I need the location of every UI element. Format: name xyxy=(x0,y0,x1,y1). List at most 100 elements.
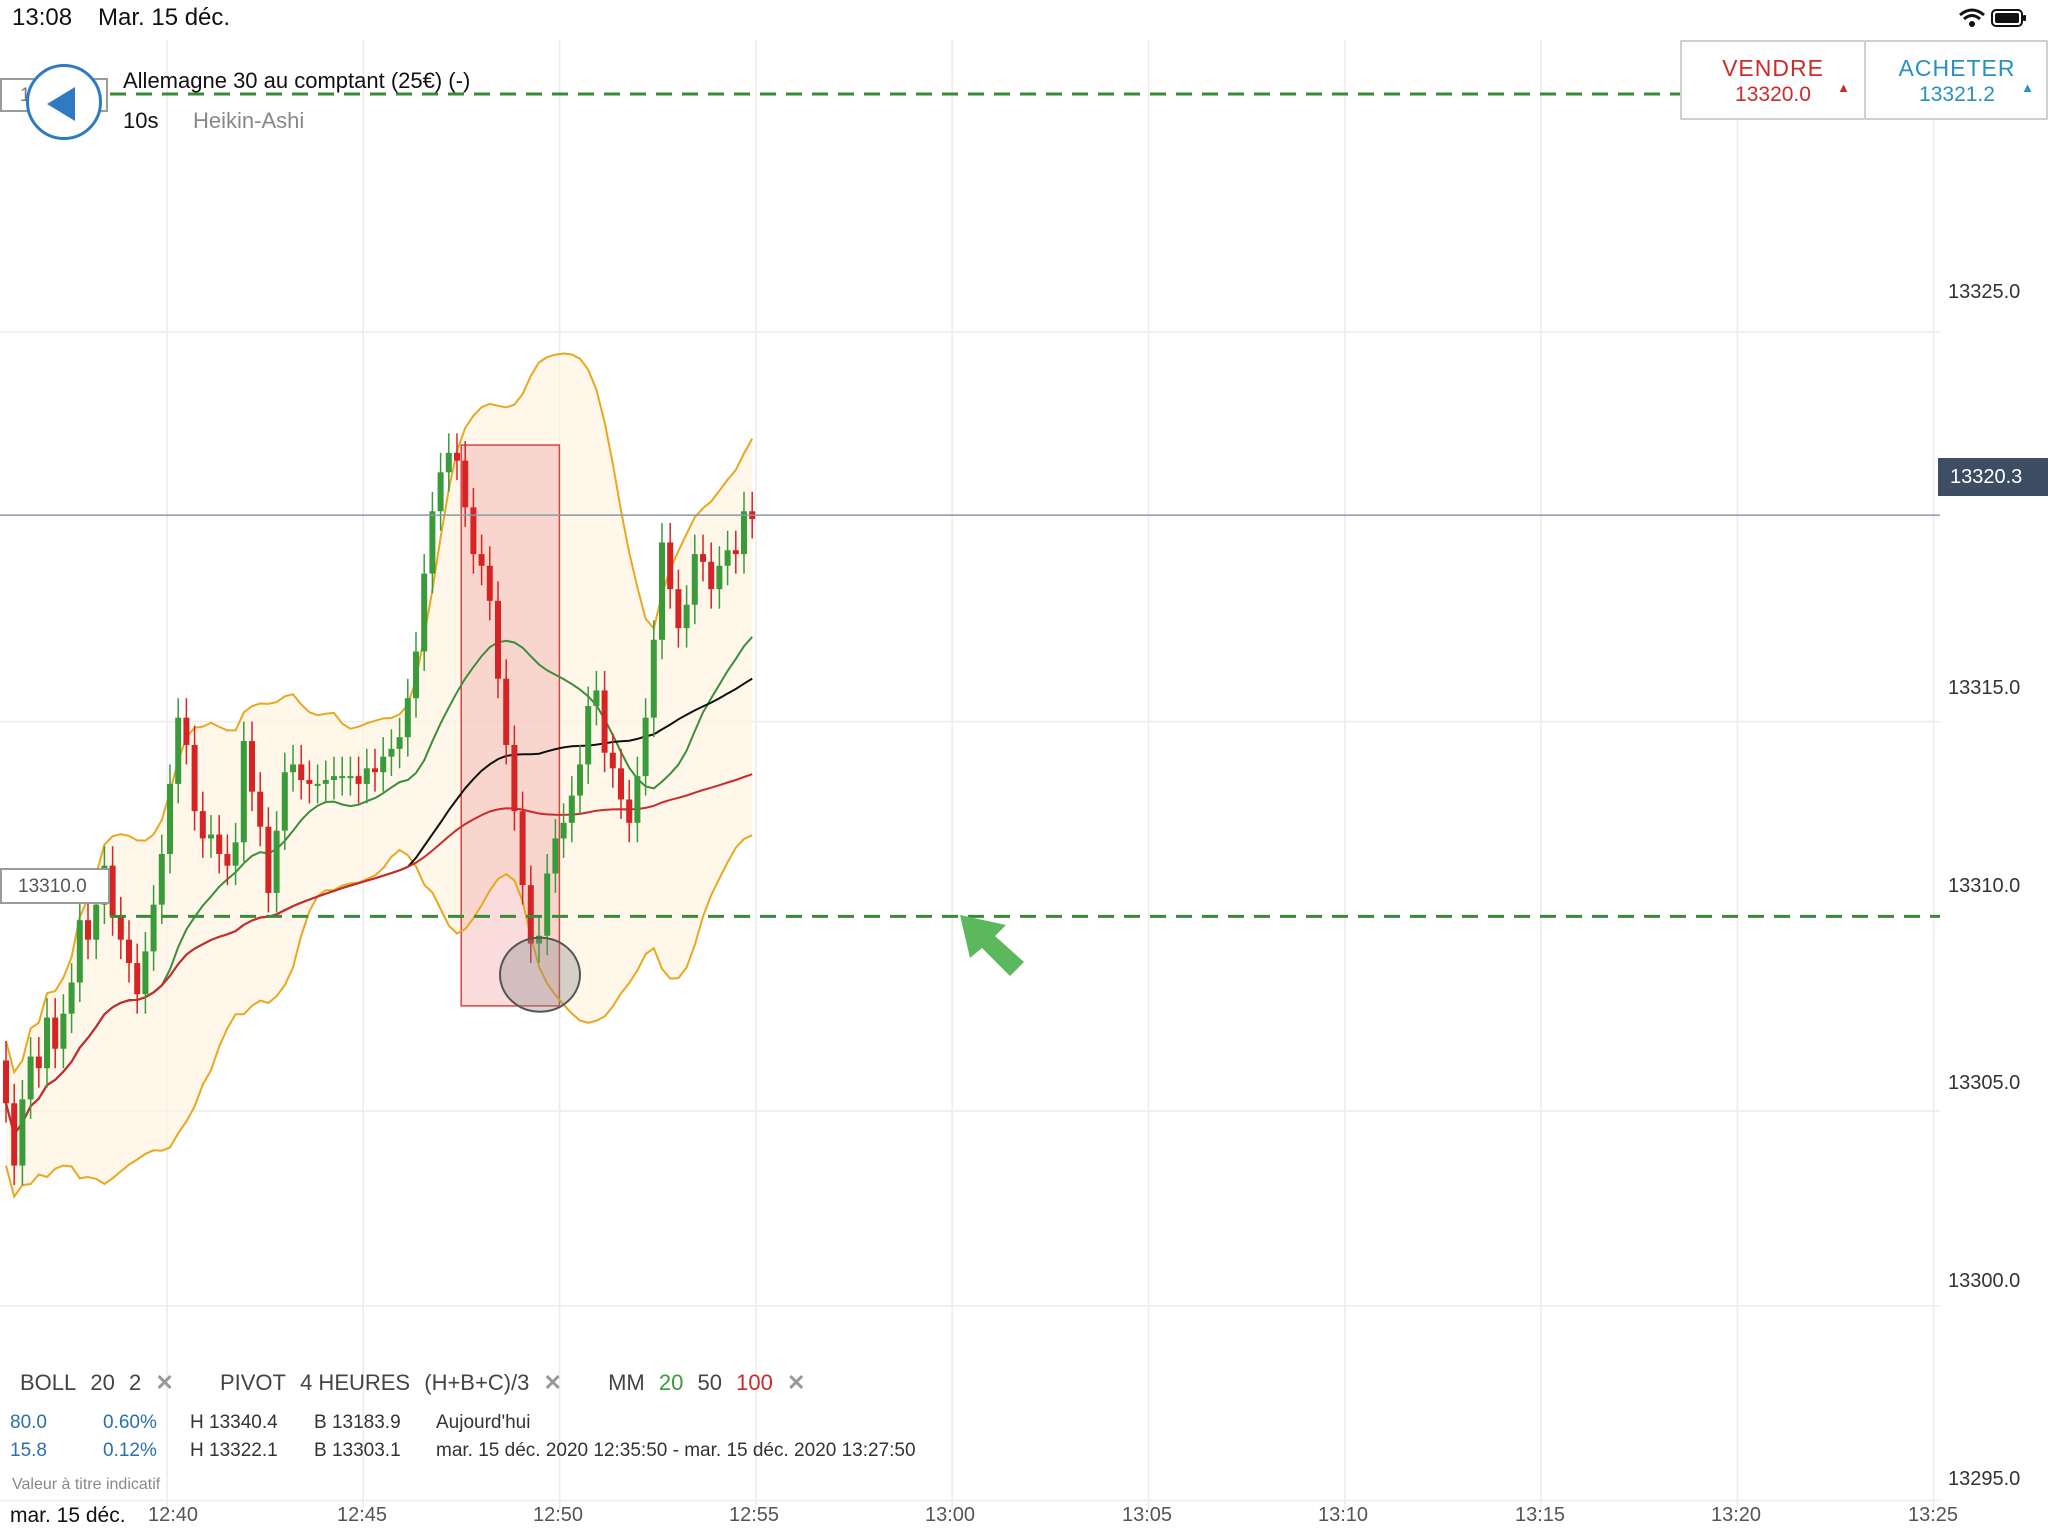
boll-deviation: 2 xyxy=(129,1370,142,1395)
candle-body xyxy=(741,511,747,555)
candle xyxy=(76,900,83,1002)
candle xyxy=(52,998,59,1069)
candle xyxy=(109,846,116,936)
candle-body xyxy=(519,811,526,886)
candle xyxy=(568,776,575,843)
candle-body xyxy=(167,783,173,854)
back-button[interactable] xyxy=(26,64,102,140)
candle-body xyxy=(724,550,731,566)
time-tick-label: 13:05 xyxy=(1122,1504,1173,1526)
ma-label[interactable]: MM xyxy=(608,1370,645,1395)
candle-body xyxy=(27,1056,34,1100)
level-price-tag[interactable]: 13310.0 xyxy=(0,868,110,904)
candle xyxy=(363,748,370,804)
time-tick-label: 12:50 xyxy=(533,1504,584,1526)
candle xyxy=(60,994,67,1069)
candle xyxy=(445,433,452,492)
candle xyxy=(601,670,608,773)
info-change: 80.0 xyxy=(10,1412,47,1433)
bollinger-band-fill xyxy=(6,353,753,1197)
status-date: Mar. 15 déc. xyxy=(98,4,231,31)
candle xyxy=(560,803,567,858)
candle-body xyxy=(257,791,264,827)
candle-body xyxy=(708,561,715,590)
candle xyxy=(593,670,600,726)
remove-ma-icon[interactable]: ✕ xyxy=(786,1370,806,1395)
remove-boll-icon[interactable]: ✕ xyxy=(155,1370,174,1395)
ma-50-label: 50 xyxy=(697,1370,722,1395)
candle-body xyxy=(52,1017,59,1049)
candle xyxy=(667,522,674,609)
candle xyxy=(265,807,272,913)
bollinger-lower-line xyxy=(5,834,753,1200)
candle xyxy=(314,764,321,804)
info-change-pct: 0.60% xyxy=(103,1412,157,1433)
boll-label[interactable]: BOLL xyxy=(20,1370,77,1395)
candle xyxy=(298,744,305,800)
candle-body xyxy=(117,916,124,940)
candle-body xyxy=(421,573,428,652)
remove-pivot-icon[interactable]: ✕ xyxy=(543,1370,562,1395)
chart-type-selector[interactable]: Heikin-Ashi xyxy=(193,108,305,133)
candle-body xyxy=(437,472,444,512)
timeframe-selector[interactable]: 10s xyxy=(123,108,159,133)
candle-body xyxy=(675,589,682,629)
sell-button[interactable]: VENDRE 13320.0 ▲ xyxy=(1682,42,1866,118)
candle xyxy=(257,772,264,847)
candle xyxy=(85,900,91,960)
candle-body xyxy=(175,717,182,784)
candle xyxy=(577,744,583,816)
wifi-icon xyxy=(1959,8,1985,27)
candle-body xyxy=(68,982,75,1014)
candle-body xyxy=(585,706,592,765)
candle xyxy=(208,815,214,858)
time-tick-label: 13:00 xyxy=(925,1504,976,1526)
candle-body xyxy=(511,744,518,812)
candle-body xyxy=(388,748,395,757)
candle-body xyxy=(462,460,469,508)
candle xyxy=(355,756,362,804)
candle-body xyxy=(560,822,567,839)
disclaimer: Valeur à titre indicatif xyxy=(12,1476,161,1493)
buy-label: ACHETER xyxy=(1898,55,2016,81)
pivot-formula: (H+B+C)/3 xyxy=(424,1370,530,1395)
status-time: 13:08 xyxy=(12,4,73,31)
pivot-period: 4 HEURES xyxy=(300,1370,411,1395)
candle xyxy=(511,725,518,831)
candle xyxy=(634,756,641,843)
candle xyxy=(478,534,485,586)
time-tick-label: 13:15 xyxy=(1515,1504,1566,1526)
pivot-label[interactable]: PIVOT xyxy=(219,1370,286,1395)
info-low: B 13303.1 xyxy=(314,1440,401,1461)
candle-body xyxy=(478,554,485,566)
candle-body xyxy=(577,764,583,796)
candle-body xyxy=(642,717,649,777)
time-tick-label: 12:45 xyxy=(337,1504,388,1526)
price-tick-label: 13305.0 xyxy=(1948,1072,2021,1094)
candle xyxy=(527,865,534,964)
candle xyxy=(404,678,411,757)
candle-body xyxy=(700,554,706,562)
candle xyxy=(708,542,715,609)
candle xyxy=(35,1037,42,1088)
candle xyxy=(470,487,477,574)
candle-body xyxy=(445,452,452,473)
sell-price: 13320.0 xyxy=(1735,83,1811,106)
candle-body xyxy=(347,776,354,779)
candle xyxy=(675,569,682,648)
ma-100-label: 100 xyxy=(736,1370,773,1395)
candle-body xyxy=(609,752,616,769)
candle-body xyxy=(109,865,116,917)
left-stub-text: 1 xyxy=(20,85,31,106)
candle xyxy=(585,686,592,784)
info-period: mar. 15 déc. 2020 12:35:50 - mar. 15 déc… xyxy=(436,1440,916,1461)
candle-body xyxy=(363,768,370,784)
candle-body xyxy=(667,542,674,590)
buy-button[interactable]: ACHETER 13321.2 ▲ xyxy=(1866,42,2048,118)
bollinger-fill-area xyxy=(6,353,753,1197)
candle-body xyxy=(536,935,542,944)
price-tick-label: 13300.0 xyxy=(1948,1270,2021,1292)
candle-body xyxy=(634,776,641,823)
candle-body xyxy=(150,904,157,952)
